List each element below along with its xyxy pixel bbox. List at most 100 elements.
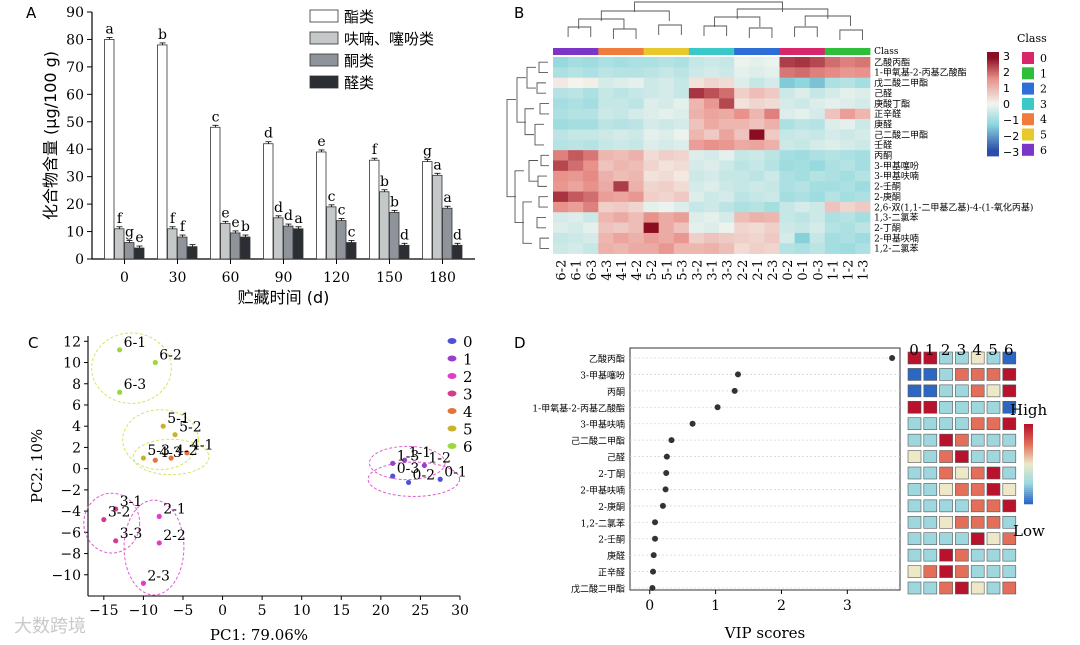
class-bar-cell bbox=[855, 48, 871, 55]
vip-category-label: 戊二酸二甲酯 bbox=[571, 583, 625, 595]
heatmap-cell bbox=[719, 129, 735, 141]
heatmap-cell bbox=[839, 129, 856, 141]
heatmap-cell bbox=[583, 243, 599, 254]
heatmap-cell bbox=[824, 57, 841, 68]
pca-point bbox=[140, 580, 147, 586]
bar bbox=[210, 126, 221, 260]
heatmap-column-label: 1-1 bbox=[826, 260, 841, 281]
heatmap-column-label: 4-2 bbox=[630, 260, 645, 281]
vip-point bbox=[652, 519, 659, 526]
heatmap-cell bbox=[749, 129, 765, 141]
x-tick-label: 90 bbox=[275, 270, 293, 286]
vip-class-cell bbox=[923, 417, 938, 431]
heatmap-cell bbox=[719, 88, 735, 99]
heatmap-cell bbox=[779, 212, 795, 223]
colorbar-segment bbox=[987, 80, 999, 83]
data-label: f bbox=[372, 142, 379, 158]
vip-colorbar-segment bbox=[1024, 438, 1033, 441]
vip-class-cell bbox=[970, 417, 985, 431]
colorbar-segment bbox=[987, 52, 999, 55]
heatmap-cell bbox=[673, 108, 690, 120]
heatmap-cell bbox=[613, 222, 629, 234]
vip-class-cell bbox=[907, 400, 922, 414]
heatmap-cell bbox=[764, 181, 780, 192]
data-label: e bbox=[135, 230, 143, 246]
heatmap-cell bbox=[598, 119, 614, 130]
colorbar-tick-label: 0 bbox=[1003, 98, 1010, 111]
vip-class-cell bbox=[939, 548, 953, 562]
heatmap-cell bbox=[598, 181, 614, 192]
heatmap-cell bbox=[794, 243, 810, 254]
heatmap-cell bbox=[568, 201, 584, 213]
data-label: e bbox=[221, 205, 229, 221]
class-bar-cell bbox=[749, 48, 765, 55]
heatmap-cell bbox=[613, 77, 629, 89]
heatmap-column-label: 3-1 bbox=[706, 260, 721, 281]
vip-class-cell bbox=[970, 384, 985, 398]
y-tick-label: 10 bbox=[66, 225, 84, 241]
heatmap-cell bbox=[719, 170, 735, 182]
vip-class-cell bbox=[923, 351, 938, 365]
pca-point-label: 1-3 bbox=[397, 448, 420, 464]
heatmap-cell bbox=[719, 67, 735, 78]
heatmap-cell bbox=[643, 222, 659, 234]
pca-point-label: 3-2 bbox=[108, 505, 131, 521]
data-label: d bbox=[453, 227, 462, 243]
class-bar-cell bbox=[824, 48, 841, 55]
y-axis-title: PC2: 10% bbox=[28, 429, 46, 503]
heatmap-cell bbox=[568, 170, 584, 182]
pca-point-label: 4-2 bbox=[175, 443, 198, 459]
heatmap-cell bbox=[553, 77, 569, 89]
heatmap-cell bbox=[658, 222, 675, 234]
heatmap-cell bbox=[673, 232, 690, 244]
data-label: g bbox=[125, 225, 134, 241]
heatmap-cell bbox=[583, 232, 599, 244]
y-tick-label: 30 bbox=[66, 170, 84, 186]
pca-point-label: 5-2 bbox=[179, 420, 202, 436]
vip-class-cell bbox=[923, 532, 938, 546]
heatmap-cell bbox=[553, 150, 569, 161]
class-bar-cell bbox=[719, 48, 735, 55]
legend-label: 2 bbox=[463, 368, 473, 386]
colorbar-segment bbox=[987, 112, 999, 115]
pca-point bbox=[401, 457, 408, 463]
left-dendrogram-branch bbox=[536, 82, 546, 94]
heatmap-cell bbox=[568, 212, 584, 223]
heatmap-cell bbox=[749, 160, 765, 172]
class-bar-cell bbox=[628, 48, 644, 55]
vip-class-cell bbox=[923, 400, 938, 414]
bar bbox=[177, 236, 188, 260]
y-tick-label: 4 bbox=[72, 419, 81, 435]
heatmap-cell bbox=[613, 57, 629, 68]
left-dendrogram-branch bbox=[537, 175, 547, 187]
heatmap-row-label: 庚酸丁酯 bbox=[874, 98, 910, 110]
class-header-label: 3 bbox=[957, 341, 967, 359]
heatmap-cell bbox=[568, 119, 584, 130]
vip-category-label: 己醛 bbox=[607, 452, 625, 464]
bar bbox=[167, 228, 178, 260]
heatmap-cell bbox=[719, 98, 735, 110]
colorbar-segment bbox=[987, 116, 999, 119]
heatmap-cell bbox=[809, 243, 826, 254]
vip-class-cell bbox=[970, 433, 985, 447]
x-tick-label: 0 bbox=[645, 598, 654, 614]
vip-point bbox=[689, 420, 696, 427]
colorbar-segment bbox=[987, 70, 999, 73]
vip-class-cell bbox=[1002, 548, 1017, 562]
vip-colorbar-segment bbox=[1024, 432, 1033, 435]
vip-point bbox=[649, 585, 656, 591]
heatmap-cell bbox=[583, 170, 599, 182]
heatmap-cell bbox=[613, 191, 629, 203]
heatmap-cell bbox=[628, 129, 644, 141]
heatmap-cell bbox=[764, 57, 780, 68]
pca-point-label: 0-1 bbox=[444, 464, 467, 480]
heatmap-cell bbox=[839, 160, 856, 172]
left-dendrogram-branch bbox=[538, 61, 548, 73]
heatmap-cell bbox=[794, 77, 810, 89]
colorbar-segment bbox=[987, 108, 999, 111]
colorbar-segment bbox=[987, 56, 999, 59]
vip-colorbar-segment bbox=[1024, 478, 1033, 481]
heatmap-cell bbox=[568, 150, 584, 161]
vip-class-cell bbox=[986, 548, 1001, 562]
